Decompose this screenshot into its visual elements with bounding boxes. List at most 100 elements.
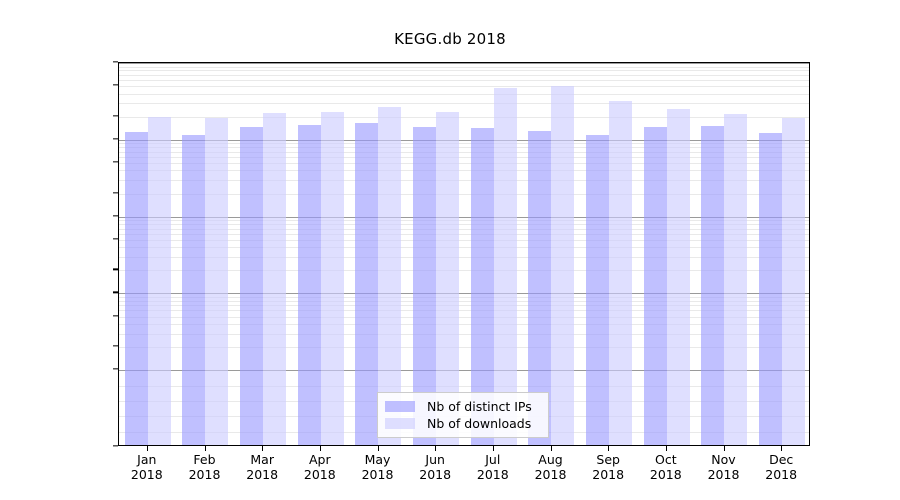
- y-tick-mark: [113, 238, 118, 240]
- y-tick-mark: [113, 291, 118, 294]
- bar-distinct-ips: [124, 132, 148, 445]
- x-tick-label: Mar 2018: [246, 452, 278, 482]
- x-tick-mark: [608, 446, 610, 451]
- legend-label: Nb of distinct IPs: [427, 399, 532, 414]
- y-tick-mark: [113, 115, 118, 117]
- bar-downloads: [493, 88, 517, 445]
- bar-downloads: [666, 108, 690, 445]
- y-tick-mark: [113, 368, 118, 370]
- bar-downloads: [147, 117, 171, 445]
- x-tick-mark: [665, 446, 668, 451]
- gridline-minor: [119, 247, 809, 249]
- bar-downloads: [609, 100, 633, 445]
- x-tick-label: Oct 2018: [650, 452, 682, 482]
- bar-distinct-ips: [759, 133, 783, 445]
- bar-downloads: [782, 118, 806, 445]
- gridline-major: [119, 63, 809, 64]
- gridline-minor: [119, 151, 809, 153]
- gridline-minor: [119, 228, 809, 230]
- gridline-minor: [119, 310, 809, 312]
- y-tick-mark: [113, 161, 118, 163]
- x-tick-year: 2018: [419, 467, 452, 482]
- x-tick-label: Feb 2018: [189, 452, 221, 482]
- bar-distinct-ips: [643, 127, 667, 445]
- gridline-minor: [119, 224, 809, 225]
- x-tick-mark: [435, 446, 437, 451]
- gridline-minor: [119, 156, 809, 158]
- x-tick-mark: [204, 446, 206, 451]
- x-tick-year: 2018: [649, 467, 682, 482]
- x-tick-label: Jun 2018: [419, 452, 451, 482]
- x-tick-month: Jun: [425, 452, 445, 467]
- x-tick-label: Sep 2018: [592, 452, 624, 482]
- bar-group: [355, 63, 402, 445]
- gridline-minor: [119, 147, 809, 149]
- legend-swatch: [385, 418, 415, 429]
- gridline-minor: [119, 220, 809, 222]
- gridline-minor: [119, 305, 809, 307]
- x-tick-mark: [723, 446, 725, 451]
- bar-group: [643, 63, 690, 445]
- bar-distinct-ips: [240, 126, 264, 445]
- x-tick-month: Jul: [485, 452, 501, 467]
- y-tick-mark: [113, 138, 118, 140]
- gridline-minor: [119, 70, 809, 72]
- gridline-minor: [119, 74, 809, 76]
- bar-group: [124, 63, 171, 445]
- gridline-major: [119, 293, 809, 295]
- plot-area: [118, 62, 810, 446]
- legend-item: Nb of distinct IPs: [385, 398, 541, 415]
- legend-swatch: [385, 401, 415, 412]
- bar-group: [297, 63, 344, 445]
- x-tick-label: Aug 2018: [535, 452, 567, 482]
- bar-distinct-ips: [413, 126, 437, 445]
- x-tick-mark: [319, 446, 322, 451]
- gridline-minor: [119, 316, 809, 318]
- gridline-minor: [119, 103, 809, 105]
- bar-group: [701, 63, 748, 445]
- bar-distinct-ips: [355, 123, 379, 445]
- x-tick-year: 2018: [765, 467, 798, 482]
- gridline-minor: [119, 256, 809, 258]
- x-tick-year: 2018: [476, 467, 509, 482]
- gridline-minor: [119, 162, 809, 164]
- x-tick-year: 2018: [188, 467, 221, 482]
- bar-distinct-ips: [586, 135, 610, 445]
- gridline-minor: [119, 80, 809, 81]
- bar-group: [586, 63, 633, 445]
- gridline-minor: [119, 66, 809, 68]
- y-tick-mark: [113, 345, 118, 347]
- x-tick-month: Feb: [193, 452, 216, 467]
- x-tick-year: 2018: [707, 467, 740, 482]
- x-tick-month: Jan: [137, 452, 157, 467]
- x-tick-mark: [377, 446, 379, 451]
- gridline-minor: [119, 347, 809, 349]
- bar-group: [759, 63, 806, 445]
- x-tick-label: Jan 2018: [131, 452, 163, 482]
- gridline-major: [119, 370, 809, 372]
- bar-group: [470, 63, 517, 445]
- x-tick-label: Dec 2018: [765, 452, 797, 482]
- gridline-minor: [119, 86, 809, 88]
- x-tick-year: 2018: [303, 467, 336, 482]
- gridline-minor: [119, 333, 809, 335]
- x-tick-label: Nov 2018: [708, 452, 740, 482]
- y-tick-mark: [113, 214, 118, 217]
- gridline-minor: [119, 170, 809, 172]
- x-tick-mark: [262, 446, 264, 451]
- gridline-minor: [119, 233, 809, 235]
- bar-group: [413, 63, 460, 445]
- gridline-minor: [119, 324, 809, 325]
- gridline-minor: [119, 180, 809, 181]
- bar-downloads: [724, 113, 748, 445]
- gridline-major: [119, 216, 809, 218]
- gridline-minor: [119, 116, 809, 118]
- bar-downloads: [263, 113, 287, 445]
- x-tick-month: Dec: [769, 452, 794, 467]
- x-tick-mark: [781, 446, 783, 451]
- y-tick-mark: [113, 191, 118, 194]
- x-tick-year: 2018: [246, 467, 279, 482]
- x-tick-year: 2018: [534, 467, 567, 482]
- x-tick-year: 2018: [592, 467, 625, 482]
- y-tick-mark: [113, 268, 118, 270]
